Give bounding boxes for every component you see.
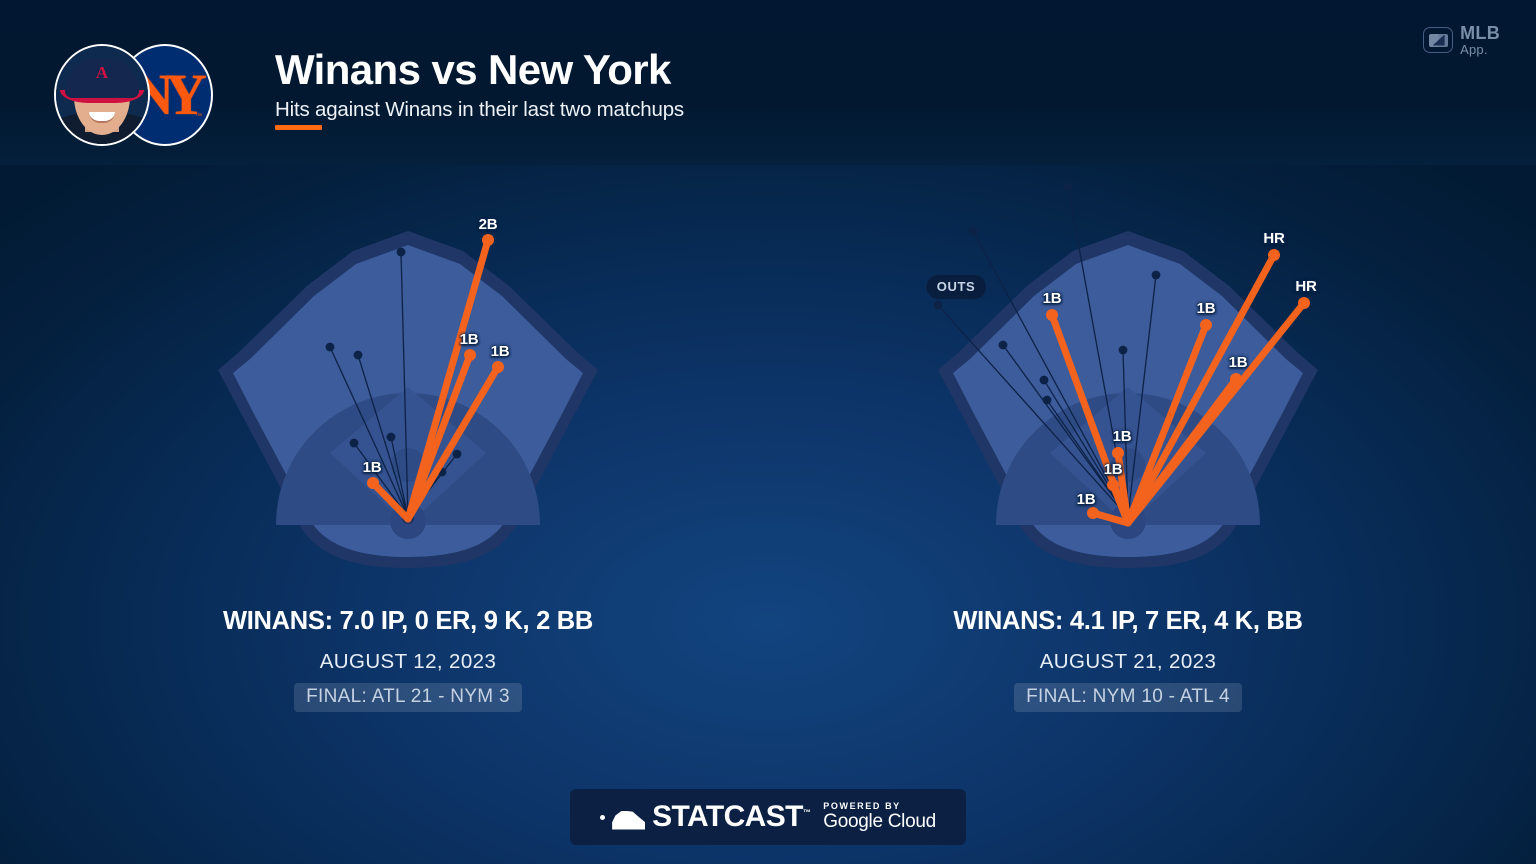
header: A NY ™ Winans vs New York Hits against W… bbox=[0, 0, 1536, 165]
spray-chart-1: 2B 1B 1B 1B bbox=[108, 165, 708, 585]
out-endpoints-2 bbox=[933, 182, 1161, 405]
out-trajectories-1 bbox=[329, 251, 458, 518]
statcast-wordmark-text: STATCAST bbox=[652, 800, 803, 833]
final-score-2: FINAL: NYM 10 - ATL 4 bbox=[1014, 683, 1242, 712]
panel-game-2: OUTS HR HR 1B 1B 1B 1B 1B 1B WINANS: 4.1… bbox=[828, 165, 1428, 712]
braves-cap-logo-icon: A bbox=[95, 63, 109, 82]
google-cloud-label: Google Cloud bbox=[823, 811, 936, 833]
statcast-trademark: ™ bbox=[802, 808, 811, 817]
field-diagram-2 bbox=[933, 182, 1318, 568]
page-subtitle: Hits against Winans in their last two ma… bbox=[275, 98, 684, 131]
avatar-group: A NY ™ bbox=[54, 44, 254, 146]
accent-underline bbox=[275, 125, 322, 131]
pitcher-stat-line-1: WINANS: 7.0 IP, 0 ER, 9 K, 2 BB bbox=[222, 607, 593, 635]
hit-endpoints-2 bbox=[1046, 249, 1310, 519]
statcast-footer: STATCAST™ POWERED BY Google Cloud bbox=[570, 789, 966, 845]
mlb-app-logo: MLB App. bbox=[1423, 24, 1500, 56]
statcast-logo: STATCAST™ bbox=[600, 800, 811, 834]
final-score-1: FINAL: ATL 21 - NYM 3 bbox=[294, 683, 522, 712]
statcast-dot-icon bbox=[600, 814, 606, 820]
hit-endpoints-1 bbox=[367, 234, 504, 489]
spray-chart-2: OUTS HR HR 1B 1B 1B 1B 1B 1B bbox=[828, 165, 1428, 585]
background-header-band bbox=[0, 0, 1536, 165]
field-diagram-1 bbox=[218, 231, 598, 568]
mlb-app-line2: App. bbox=[1460, 42, 1488, 57]
final-score-wrap-1: FINAL: ATL 21 - NYM 3 bbox=[108, 683, 708, 712]
statcast-silhouette-icon bbox=[612, 805, 646, 830]
panel-game-1: 2B 1B 1B 1B WINANS: 7.0 IP, 0 ER, 9 K, 2… bbox=[108, 165, 708, 712]
headshot-image: A bbox=[56, 46, 148, 144]
page-title: Winans vs New York bbox=[275, 46, 671, 93]
google-cloud-attribution: POWERED BY Google Cloud bbox=[823, 800, 936, 833]
outs-badge: OUTS bbox=[926, 275, 986, 299]
powered-by-label: POWERED BY bbox=[823, 800, 901, 811]
trademark-mark: ™ bbox=[195, 113, 202, 120]
mlb-app-line1: MLB bbox=[1460, 23, 1500, 43]
out-endpoints-1 bbox=[325, 247, 462, 477]
game-date-1: AUGUST 12, 2023 bbox=[319, 650, 497, 673]
game-date-2: AUGUST 21, 2023 bbox=[1039, 650, 1217, 673]
final-score-wrap-2: FINAL: NYM 10 - ATL 4 bbox=[828, 683, 1428, 712]
statcast-wordmark: STATCAST™ bbox=[652, 800, 811, 834]
pitcher-stat-line-2: WINANS: 4.1 IP, 7 ER, 4 K, BB bbox=[953, 607, 1303, 635]
player-headshot-avatar: A bbox=[54, 44, 150, 146]
mlb-badge-icon bbox=[1423, 27, 1454, 53]
title-block: Winans vs New York Hits against Winans i… bbox=[275, 46, 684, 131]
hit-trajectories-1 bbox=[369, 236, 502, 523]
page-subtitle-text: Hits against Winans in their last two ma… bbox=[275, 98, 684, 122]
